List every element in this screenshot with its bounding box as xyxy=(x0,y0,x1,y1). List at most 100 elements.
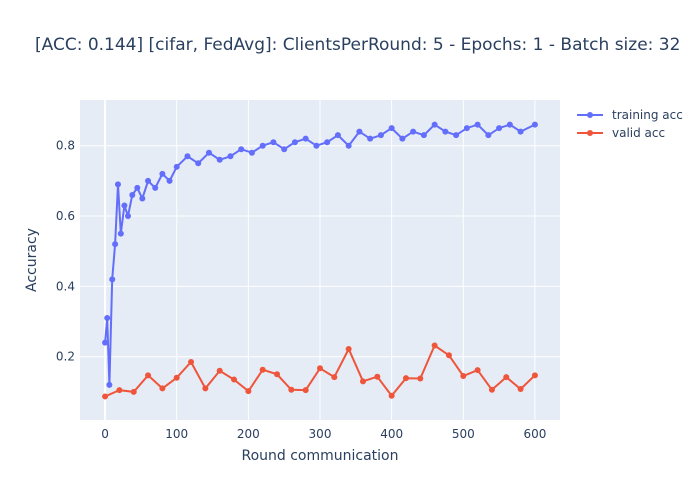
data-point xyxy=(313,142,320,149)
data-point xyxy=(202,385,209,392)
data-point xyxy=(116,387,123,394)
data-point xyxy=(345,345,352,352)
data-point xyxy=(102,339,109,346)
data-point xyxy=(442,128,449,135)
data-point xyxy=(331,374,338,381)
data-point xyxy=(324,139,331,146)
data-point xyxy=(402,375,409,382)
data-point xyxy=(431,342,438,349)
chart-title: [ACC: 0.144] [cifar, FedAvg]: ClientsPer… xyxy=(35,35,680,55)
data-point xyxy=(463,125,470,132)
data-point xyxy=(248,149,255,156)
data-point xyxy=(188,358,195,365)
data-point xyxy=(281,146,288,153)
data-point xyxy=(129,191,136,198)
data-point xyxy=(173,163,180,170)
data-point xyxy=(245,388,252,395)
x-tick-label: 400 xyxy=(380,427,403,441)
y-axis-ticks: 0.2 0.4 0.6 0.8 xyxy=(56,139,75,364)
x-tick-label: 600 xyxy=(523,427,546,441)
data-point xyxy=(259,142,266,149)
data-point xyxy=(173,374,180,381)
data-point xyxy=(139,195,146,202)
data-point xyxy=(291,139,298,146)
data-point xyxy=(125,213,131,220)
data-point xyxy=(531,372,538,379)
x-tick-label: 200 xyxy=(237,427,260,441)
y-tick-label: 0.8 xyxy=(56,139,75,153)
data-point xyxy=(453,132,460,139)
data-point xyxy=(227,153,234,160)
legend-swatch-marker xyxy=(587,112,593,118)
data-point xyxy=(377,132,384,139)
data-point xyxy=(388,125,395,132)
data-point xyxy=(517,128,524,135)
data-point xyxy=(145,177,152,184)
data-point xyxy=(121,202,128,209)
data-point xyxy=(302,387,309,394)
x-axis-label: Round communication xyxy=(241,448,398,464)
data-point xyxy=(317,365,323,372)
data-point xyxy=(356,128,363,135)
y-tick-label: 0.4 xyxy=(56,279,75,293)
series-training-acc xyxy=(102,121,538,388)
data-point xyxy=(152,184,159,191)
data-point xyxy=(288,386,295,393)
data-point xyxy=(488,386,495,393)
data-point xyxy=(166,177,173,184)
legend-label: valid acc xyxy=(612,126,665,140)
data-point xyxy=(159,170,166,177)
data-point xyxy=(109,276,116,283)
data-point xyxy=(431,121,438,128)
y-tick-label: 0.6 xyxy=(56,209,75,223)
data-point xyxy=(134,184,141,191)
x-tick-label: 0 xyxy=(101,427,109,441)
data-point xyxy=(145,372,152,379)
data-point xyxy=(112,241,119,248)
y-tick-label: 0.2 xyxy=(56,350,75,364)
data-point xyxy=(420,132,427,139)
data-point xyxy=(114,181,121,188)
data-point xyxy=(410,128,417,135)
data-point xyxy=(367,135,374,142)
data-point xyxy=(460,373,467,380)
data-point xyxy=(417,375,424,382)
data-point xyxy=(374,373,381,380)
data-point xyxy=(159,385,166,392)
data-point xyxy=(359,378,366,385)
data-point xyxy=(238,146,245,153)
data-point xyxy=(205,149,212,156)
data-point xyxy=(216,156,223,163)
data-point xyxy=(106,381,113,388)
data-point xyxy=(270,139,277,146)
data-point xyxy=(345,142,352,149)
data-point xyxy=(274,371,281,378)
data-point xyxy=(231,376,238,383)
legend: training acc valid acc xyxy=(577,108,683,140)
x-axis-ticks: 0 100 200 300 400 500 600 xyxy=(101,427,546,441)
series-layer xyxy=(102,121,538,400)
data-point xyxy=(195,160,202,167)
data-point xyxy=(216,367,223,374)
x-tick-label: 100 xyxy=(165,427,188,441)
data-point xyxy=(102,393,109,400)
legend-label: training acc xyxy=(612,108,683,122)
legend-swatch-marker xyxy=(587,130,593,136)
data-point xyxy=(259,366,266,373)
data-point xyxy=(130,388,137,395)
x-tick-label: 500 xyxy=(452,427,475,441)
gridlines xyxy=(80,100,560,420)
x-tick-label: 300 xyxy=(309,427,332,441)
data-point xyxy=(334,132,341,139)
data-point xyxy=(474,367,481,374)
series-valid-acc xyxy=(102,342,538,400)
data-point xyxy=(496,125,503,132)
data-point xyxy=(117,230,124,237)
data-point xyxy=(517,386,524,393)
data-point xyxy=(531,121,538,128)
data-point xyxy=(302,135,309,142)
data-point xyxy=(388,392,395,399)
y-axis-label: Accuracy xyxy=(24,228,40,292)
